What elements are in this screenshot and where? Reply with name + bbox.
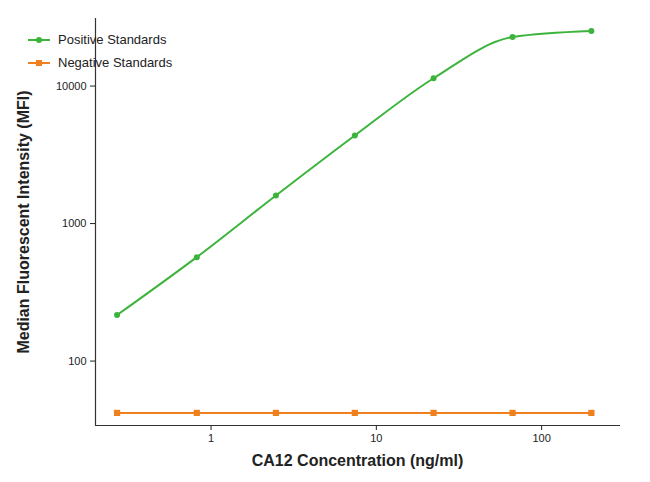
svg-text:10000: 10000 [56, 80, 87, 92]
svg-text:1000: 1000 [62, 217, 86, 229]
svg-text:10: 10 [370, 432, 382, 444]
html-text:Positive Standards: Positive Standards [58, 32, 167, 47]
svg-text:100: 100 [68, 355, 86, 367]
html-text:Negative Standards: Negative Standards [58, 55, 173, 70]
svg-text:1: 1 [208, 432, 214, 444]
html-text:Median Fluorescent Intensity (: Median Fluorescent Intensity (MFI) [15, 89, 32, 354]
svg-text:100: 100 [532, 432, 550, 444]
html-text:CA12 Concentration (ng/ml): CA12 Concentration (ng/ml) [251, 452, 464, 469]
